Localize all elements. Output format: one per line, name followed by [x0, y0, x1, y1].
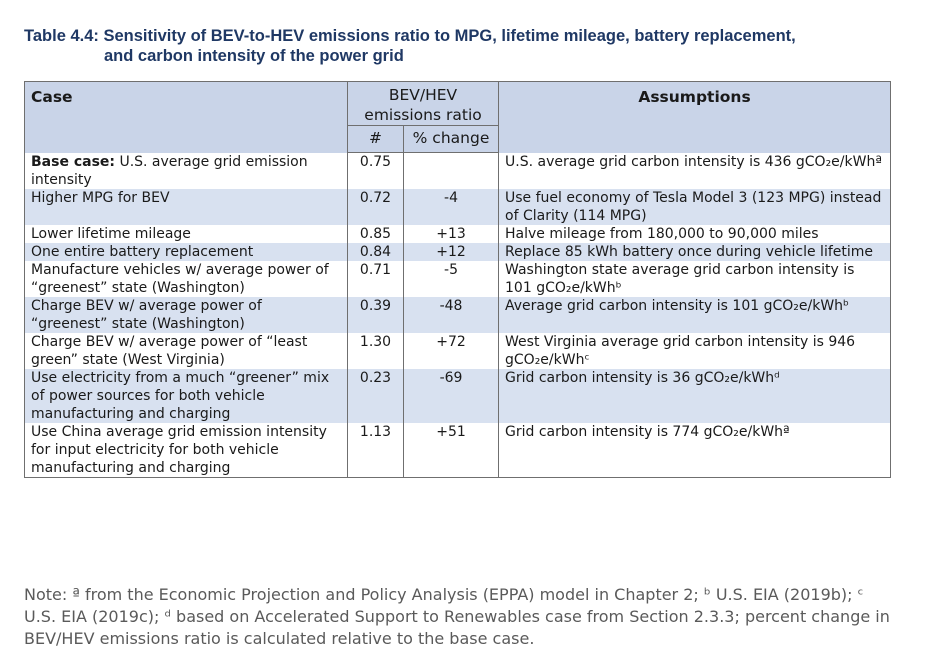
assumption-cell: Washington state average grid carbon int…: [498, 260, 892, 297]
case-cell: Higher MPG for BEV: [24, 188, 348, 225]
case-text: Use China average grid emission intensit…: [31, 423, 327, 476]
table-row: Charge BEV w/ average power of “greenest…: [24, 296, 892, 333]
ratio-value-cell: 1.13: [347, 422, 404, 478]
header-ratio-line1: BEV/HEV: [388, 86, 458, 104]
table-title-line2: and carbon intensity of the power grid: [104, 47, 404, 65]
table-title-line1: Table 4.4: Sensitivity of BEV-to-HEV emi…: [24, 27, 796, 45]
assumption-cell: Average grid carbon intensity is 101 gCO…: [498, 296, 892, 333]
header-pct: % change: [402, 125, 500, 153]
percent-change-cell: +51: [402, 422, 500, 478]
assumption-cell: Use fuel economy of Tesla Model 3 (123 M…: [498, 188, 892, 225]
assumption-cell: Replace 85 kWh battery once during vehic…: [498, 242, 892, 261]
assumption-cell: Grid carbon intensity is 774 gCO₂e/kWhª: [498, 422, 892, 478]
percent-change-cell: +13: [402, 224, 500, 243]
case-cell: Charge BEV w/ average power of “greenest…: [24, 296, 348, 333]
case-cell: Manufacture vehicles w/ average power of…: [24, 260, 348, 297]
ratio-value-cell: 0.75: [347, 152, 404, 189]
ratio-value-cell: 0.39: [347, 296, 404, 333]
table-row: Higher MPG for BEV 0.72 -4 Use fuel economy…: [24, 188, 892, 225]
case-cell: Lower lifetime mileage: [24, 224, 348, 243]
case-cell: One entire battery replacement: [24, 242, 348, 261]
case-text: One entire battery replacement: [31, 243, 254, 260]
case-cell: Base case: U.S. average grid emission in…: [24, 152, 348, 189]
case-text: Manufacture vehicles w/ average power of…: [31, 261, 329, 296]
header-num: #: [347, 125, 404, 153]
header-case: Case: [24, 81, 348, 153]
table-title: Table 4.4: Sensitivity of BEV-to-HEV emi…: [24, 26, 904, 66]
percent-change-cell: +72: [402, 332, 500, 369]
case-text: U.S. average grid emission intensity: [31, 153, 308, 188]
case-cell: Use electricity from a much “greener” mi…: [24, 368, 348, 423]
case-text: Use electricity from a much “greener” mi…: [31, 369, 330, 422]
case-text: Charge BEV w/ average power of “least gr…: [31, 333, 308, 368]
percent-change-cell: +12: [402, 242, 500, 261]
header-ratio: BEV/HEV emissions ratio: [346, 81, 500, 126]
case-text: Higher MPG for BEV: [31, 189, 170, 206]
ratio-value-cell: 0.72: [347, 188, 404, 225]
case-text: Lower lifetime mileage: [31, 225, 191, 242]
table-row: One entire battery replacement 0.84 +12 Rep…: [24, 242, 892, 261]
percent-change-cell: -69: [402, 368, 500, 423]
assumption-cell: U.S. average grid carbon intensity is 43…: [498, 152, 892, 189]
percent-change-cell: [402, 152, 500, 189]
table-row: Use China average grid emission intensit…: [24, 422, 892, 478]
assumption-cell: Grid carbon intensity is 36 gCO₂e/kWhᵈ: [498, 368, 892, 423]
assumption-cell: Halve mileage from 180,000 to 90,000 mil…: [498, 224, 892, 243]
percent-change-cell: -5: [402, 260, 500, 297]
table-note: Note: ª from the Economic Projection and…: [24, 585, 890, 648]
ratio-value-cell: 0.71: [347, 260, 404, 297]
case-cell: Use China average grid emission intensit…: [24, 422, 348, 478]
table-row: Charge BEV w/ average power of “least gr…: [24, 332, 892, 369]
table-body: Base case: U.S. average grid emission in…: [24, 152, 892, 478]
header-ratio-line2: emissions ratio: [364, 106, 482, 124]
ratio-value-cell: 0.84: [347, 242, 404, 261]
assumption-cell: West Virginia average grid carbon intens…: [498, 332, 892, 369]
ratio-value-cell: 0.23: [347, 368, 404, 423]
header-assumptions: Assumptions: [498, 81, 892, 153]
table-row: Use electricity from a much “greener” mi…: [24, 368, 892, 423]
sensitivity-table: Case BEV/HEV emissions ratio Assumptions…: [24, 81, 892, 478]
table-row: Manufacture vehicles w/ average power of…: [24, 260, 892, 297]
percent-change-cell: -48: [402, 296, 500, 333]
percent-change-cell: -4: [402, 188, 500, 225]
ratio-value-cell: 1.30: [347, 332, 404, 369]
table-row: Lower lifetime mileage 0.85 +13 Halve milea…: [24, 224, 892, 243]
table-row: Base case: U.S. average grid emission in…: [24, 152, 892, 189]
case-cell: Charge BEV w/ average power of “least gr…: [24, 332, 348, 369]
case-text: Charge BEV w/ average power of “greenest…: [31, 297, 262, 332]
case-bold-label: Base case:: [31, 153, 115, 170]
ratio-value-cell: 0.85: [347, 224, 404, 243]
